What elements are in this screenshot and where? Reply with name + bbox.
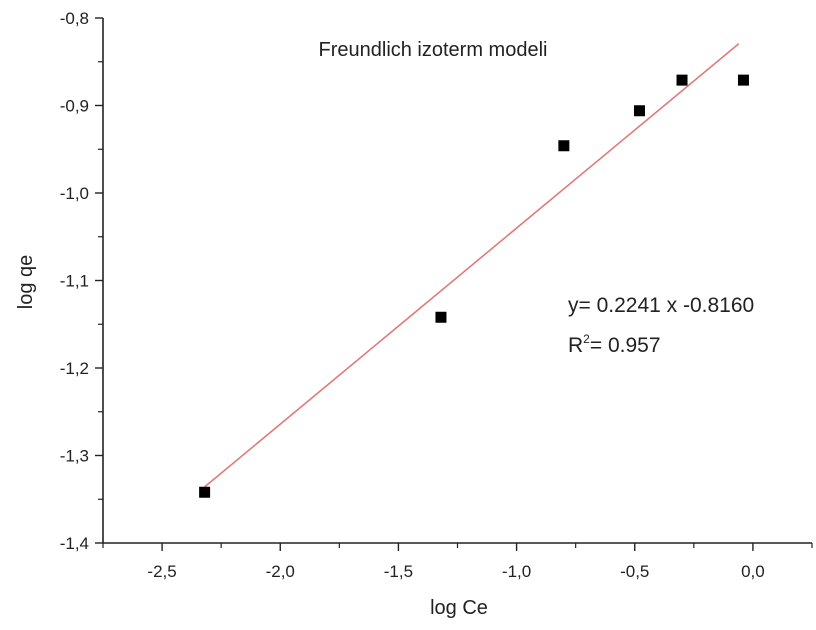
data-point	[633, 105, 645, 117]
x-tick-label: 0,0	[741, 562, 765, 581]
x-tick-label: -1,5	[384, 562, 413, 581]
x-tick-label: -0,5	[620, 562, 649, 581]
y-tick-label: -1,3	[60, 447, 89, 466]
y-axis-label: log qe	[15, 255, 37, 310]
y-tick-label: -0,8	[60, 9, 89, 28]
x-tick-label: -1,0	[502, 562, 531, 581]
y-tick-label: -1,0	[60, 184, 89, 203]
x-tick-label: -2,5	[147, 562, 176, 581]
data-point	[558, 140, 570, 152]
y-tick-label: -0,9	[60, 97, 89, 116]
chart-title: Freundlich izoterm modeli	[319, 39, 548, 61]
r-squared-prefix: R	[568, 334, 583, 357]
r-squared-value: = 0.957	[590, 334, 661, 357]
data-point	[435, 311, 447, 323]
data-points	[199, 74, 749, 498]
fit-line-group	[204, 43, 740, 488]
r-squared-superscript: 2	[583, 332, 590, 346]
y-tick-label: -1,1	[60, 272, 89, 291]
r-squared: R2= 0.957	[568, 332, 661, 357]
ticks: -2,5 -2,0 -1,5 -1,0 -0,5 0,0 -0,8 -0,9 -1,0 -1,1 -…	[60, 9, 813, 581]
data-point	[737, 74, 749, 86]
fit-equation: y= 0.2241 x -0.8160	[568, 294, 754, 317]
x-tick-label: -2,0	[266, 562, 295, 581]
data-point	[676, 74, 688, 86]
data-point	[199, 486, 211, 498]
fit-line	[204, 43, 740, 488]
y-tick-label: -1,4	[60, 534, 89, 553]
y-tick-label: -1,2	[60, 359, 89, 378]
axes	[102, 18, 812, 544]
x-axis-label: log Ce	[430, 597, 488, 619]
